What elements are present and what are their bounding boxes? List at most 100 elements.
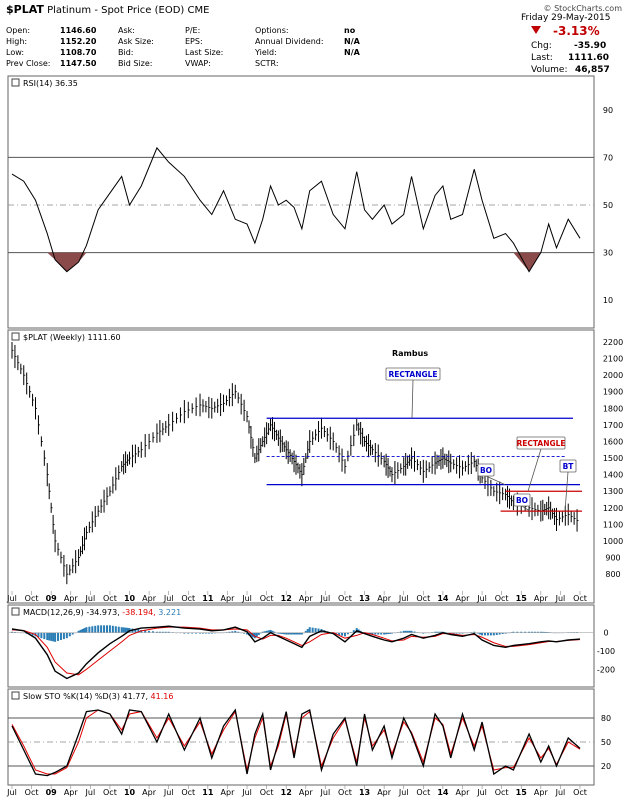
chart-area: RSI(14) 36.35 10 30 50 70 90 $PLAT (Weekly) … bbox=[6, 75, 623, 797]
down-arrow-icon bbox=[531, 26, 541, 34]
x-tick-label: Oct bbox=[181, 594, 195, 603]
volume-label: Volume: bbox=[531, 65, 568, 75]
x-tick-label: Jul bbox=[6, 788, 17, 797]
macd-title-text: MACD(12,26,9) -34.973, -38.194, 3.221 bbox=[23, 608, 181, 617]
macd-histogram-bar bbox=[204, 632, 207, 634]
macd-histogram-bar bbox=[287, 632, 290, 635]
macd-histogram-bar bbox=[369, 632, 372, 635]
chg-label: Chg: bbox=[531, 41, 552, 51]
price-tick-label: 1400 bbox=[603, 471, 623, 480]
sto-frame bbox=[7, 688, 595, 786]
price-tick-label: 800 bbox=[605, 570, 620, 579]
price-collapse-icon[interactable] bbox=[11, 332, 20, 341]
x-tick-label: 14 bbox=[437, 594, 449, 603]
macd-histogram-bar bbox=[122, 627, 125, 633]
macd-histogram-bar bbox=[335, 632, 338, 635]
x-tick-label: 10 bbox=[124, 594, 136, 603]
macd-histogram-bar bbox=[255, 632, 258, 637]
quote-header: $PLAT Platinum - Spot Price (EOD) CME © … bbox=[0, 0, 630, 75]
rsi-y-axis: 10 30 50 70 90 bbox=[603, 106, 613, 305]
macd-histogram-bar bbox=[371, 632, 374, 635]
macd-histogram-bar bbox=[285, 632, 288, 635]
prev-close-label: Prev Close: bbox=[6, 59, 51, 68]
x-tick-label: Jul bbox=[555, 594, 566, 603]
price-tick-label: 900 bbox=[605, 554, 620, 563]
x-tick-label: Oct bbox=[416, 594, 430, 603]
macd-histogram-bar bbox=[155, 631, 158, 633]
x-tick-label: Oct bbox=[25, 788, 39, 797]
macd-histogram-bar bbox=[257, 632, 260, 635]
sto-tick-label: 20 bbox=[601, 762, 611, 771]
pe-label: P/E: bbox=[185, 26, 201, 35]
sto-tick-label: 80 bbox=[601, 714, 611, 723]
sto-collapse-icon[interactable] bbox=[11, 691, 20, 700]
macd-histogram-bar bbox=[308, 627, 311, 633]
macd-histogram-bar bbox=[164, 631, 167, 633]
macd-y-axis: -200 -100 0 bbox=[597, 629, 615, 675]
sto-y-axis: 20 50 80 bbox=[601, 714, 611, 771]
x-tick-label: Oct bbox=[25, 594, 39, 603]
macd-histogram-bar bbox=[458, 632, 461, 634]
macd-histogram-bar bbox=[346, 632, 349, 635]
macd-signal-value: -38.194, bbox=[122, 608, 155, 617]
macd-histogram-bar bbox=[103, 625, 106, 633]
macd-histogram-bar bbox=[296, 632, 299, 635]
price-tick-label: 1100 bbox=[603, 520, 623, 529]
bid-label: Bid: bbox=[118, 48, 134, 57]
open-label: Open: bbox=[6, 26, 31, 35]
macd-histogram-bar bbox=[152, 631, 155, 633]
macd-collapse-icon[interactable] bbox=[11, 607, 20, 616]
macd-histogram-bar bbox=[531, 631, 534, 633]
bottom-x-axis: Jul Oct 09 Apr Jul Oct 10 Apr Jul Oct 11 Apr Jul Oct 1… bbox=[6, 785, 587, 797]
macd-tick-label: -100 bbox=[597, 647, 615, 656]
rsi-title-text: RSI(14) 36.35 bbox=[23, 79, 78, 88]
macd-histogram-bar bbox=[210, 632, 213, 634]
macd-histogram-bar bbox=[50, 632, 53, 641]
open-value: 1146.60 bbox=[60, 26, 97, 35]
macd-histogram-bar bbox=[213, 632, 216, 634]
macd-histogram-bar bbox=[234, 630, 237, 633]
macd-histogram-bar bbox=[148, 630, 151, 633]
macd-histogram-bar bbox=[516, 631, 519, 633]
rsi-frame bbox=[7, 75, 595, 329]
macd-histogram-bar bbox=[187, 632, 190, 634]
macd-histogram-bar bbox=[408, 630, 411, 633]
macd-histogram-bar bbox=[498, 632, 501, 635]
macd-histogram-bar bbox=[46, 632, 49, 640]
rsi-reference-lines bbox=[8, 156, 594, 254]
macd-histogram-bar bbox=[304, 630, 307, 633]
x-tick-label: Oct bbox=[573, 594, 587, 603]
x-tick-label: Apr bbox=[64, 594, 79, 603]
macd-histogram-bar bbox=[291, 632, 294, 635]
macd-histogram-bar bbox=[52, 632, 55, 642]
last-value: 1111.60 bbox=[568, 53, 609, 63]
x-tick-label: Jul bbox=[6, 594, 17, 603]
macd-histogram-bar bbox=[126, 627, 129, 633]
x-tick-label: Oct bbox=[338, 594, 352, 603]
x-tick-label: Apr bbox=[142, 788, 157, 797]
price-panel: $PLAT (Weekly) 1111.60 Rambus RECTANGLER… bbox=[6, 329, 623, 604]
yield-label: Yield: bbox=[255, 48, 277, 57]
macd-histogram-bar bbox=[37, 632, 40, 638]
rsi-line-group bbox=[11, 146, 581, 273]
x-tick-label: Jul bbox=[85, 594, 96, 603]
price-bars bbox=[11, 342, 579, 585]
macd-histogram-bar bbox=[413, 631, 416, 633]
macd-histogram-bar bbox=[48, 632, 51, 641]
x-tick-label: Jul bbox=[398, 594, 409, 603]
x-tick-label: 11 bbox=[202, 594, 214, 603]
macd-histogram-bar bbox=[65, 632, 68, 639]
rsi-oversold-area bbox=[513, 252, 541, 272]
x-tick-label: Apr bbox=[221, 594, 236, 603]
macd-histogram-bar bbox=[383, 632, 386, 635]
high-value: 1152.20 bbox=[60, 37, 97, 46]
dividend-value: N/A bbox=[344, 37, 360, 46]
macd-histogram-bar bbox=[439, 631, 442, 633]
macd-histogram-bar bbox=[62, 632, 65, 640]
x-tick-label: Oct bbox=[181, 788, 195, 797]
macd-histogram-bar bbox=[77, 630, 80, 633]
macd-histogram-bar bbox=[79, 629, 82, 633]
macd-panel: MACD(12,26,9) -34.973, -38.194, 3.221 -2… bbox=[7, 604, 615, 688]
rsi-collapse-icon[interactable] bbox=[11, 78, 20, 87]
macd-histogram-bar bbox=[404, 630, 407, 633]
